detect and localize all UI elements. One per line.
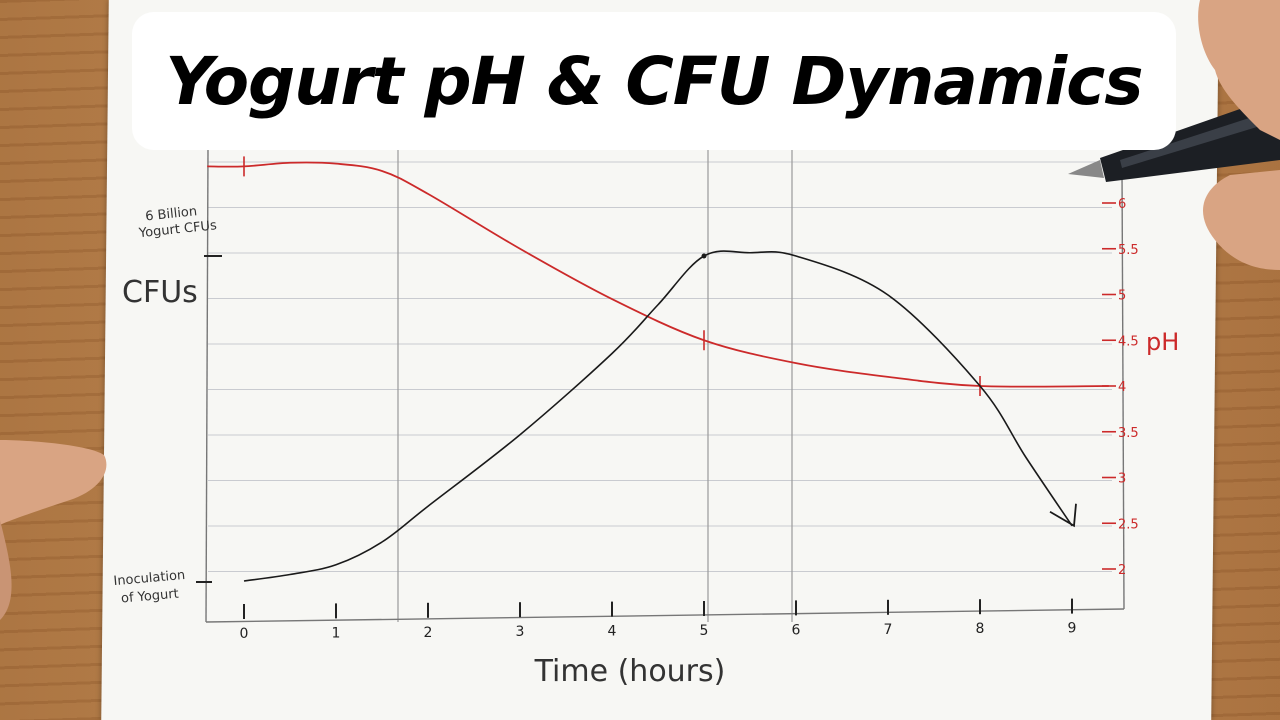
ph-tick-label: 5	[1118, 289, 1126, 304]
cfu-arrowhead	[1049, 503, 1077, 528]
ph-tick-label: 3	[1118, 472, 1126, 487]
x-tick-label: 3	[516, 624, 525, 640]
right-hand	[1198, 0, 1280, 270]
ph-tick-label: 5.5	[1118, 243, 1139, 258]
title-banner: Yogurt pH & CFU Dynamics	[132, 12, 1176, 150]
x-ticks: 0 1 2 3 4 5 6 7 8 9	[240, 598, 1077, 642]
bottom-left-annotation: Inoculation of Yogurt	[113, 568, 192, 608]
x-tick-label: 0	[240, 626, 249, 642]
ph-tick-label: 2	[1118, 563, 1126, 578]
left-axis	[205, 149, 209, 623]
x-tick-label: 7	[884, 622, 893, 638]
left-hand	[0, 440, 107, 620]
chart-title: Yogurt pH & CFU Dynamics	[165, 42, 1143, 120]
cfu-peak-point	[701, 253, 707, 259]
x-tick-label: 6	[792, 622, 801, 638]
series-lines	[207, 156, 1109, 582]
ph-tick-label: 6	[1118, 197, 1126, 212]
ph-series-line	[207, 161, 1109, 388]
pen	[1068, 95, 1280, 182]
left-axis-label: CFUs	[122, 275, 198, 310]
ph-tick-label: 2.5	[1118, 517, 1139, 532]
x-tick-label: 9	[1068, 621, 1077, 637]
grid-lines	[208, 140, 1112, 622]
right-axis-label: pH	[1146, 328, 1179, 356]
axes	[196, 149, 1125, 623]
ph-ticks: 6 5.5 5 4.5 4 3.5 3 2.5 2	[1102, 197, 1139, 578]
x-tick-label: 2	[424, 625, 433, 641]
right-axis	[1121, 169, 1125, 610]
x-axis	[205, 608, 1125, 623]
x-tick-label: 5	[700, 623, 709, 639]
ph-tick-label: 3.5	[1118, 426, 1139, 441]
cfu-series-line	[243, 250, 1073, 582]
x-axis-label: Time (hours)	[534, 654, 726, 689]
x-tick-label: 1	[332, 625, 341, 641]
top-left-annotation: 6 Billion Yogurt CFUs	[136, 202, 218, 241]
ph-tick-label: 4.5	[1118, 334, 1139, 349]
x-tick-label: 8	[976, 621, 985, 637]
x-tick-label: 4	[608, 624, 617, 640]
ph-tick-label: 4	[1118, 380, 1126, 395]
